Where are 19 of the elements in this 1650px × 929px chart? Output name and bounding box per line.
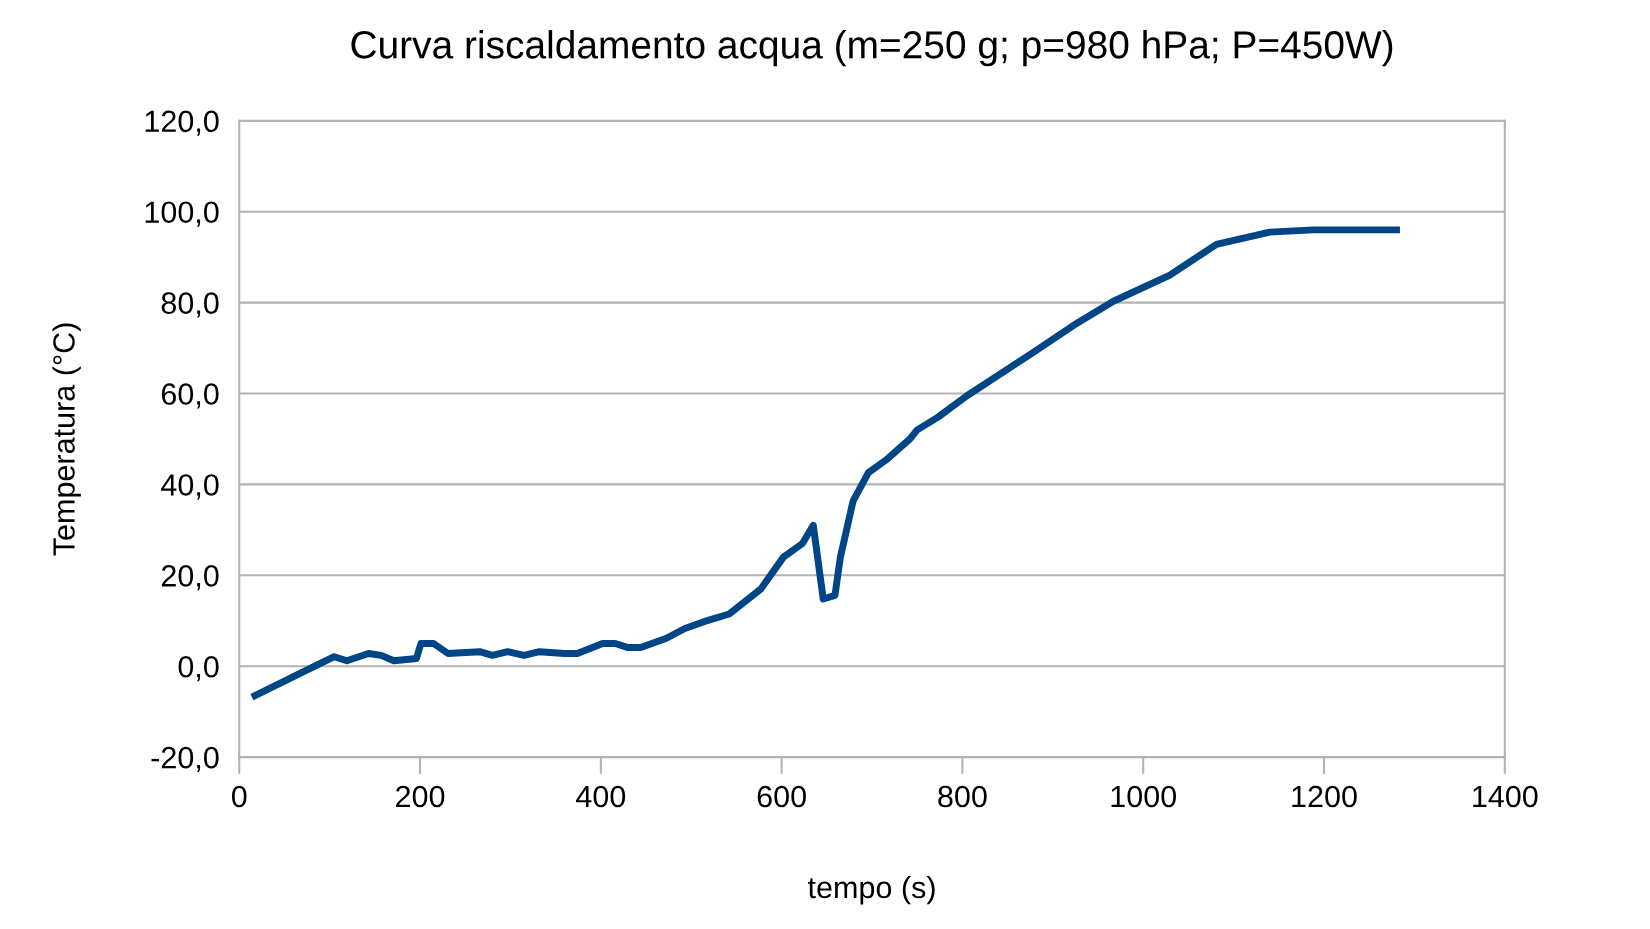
- y-tick-label: 60,0: [161, 383, 219, 409]
- x-tick-label: 1400: [1473, 785, 1538, 808]
- y-tick-label: 20,0: [161, 565, 219, 591]
- y-tick-label: 0,0: [178, 655, 219, 682]
- y-axis-title: Temperatura (°C): [52, 323, 81, 556]
- y-tick-label: 120,0: [145, 110, 219, 136]
- x-tick-label: 600: [757, 785, 806, 808]
- x-tick-label: 200: [396, 785, 445, 808]
- y-tick-label: 80,0: [161, 292, 219, 318]
- y-tick-label: 40,0: [161, 474, 219, 500]
- y-tick-label: -20,0: [151, 746, 219, 773]
- x-tick-label: 0: [231, 785, 247, 808]
- x-tick-label: 1000: [1111, 785, 1177, 808]
- x-tick-label: 1200: [1292, 785, 1357, 808]
- x-tick-label: 800: [938, 785, 987, 808]
- x-tick-label: 400: [576, 785, 626, 808]
- x-axis-title: tempo (s): [807, 875, 935, 905]
- chart-title: Curva riscaldamento acqua (m=250 g; p=980 hPa; P=450W): [351, 30, 1393, 67]
- y-tick-label: 100,0: [145, 201, 219, 227]
